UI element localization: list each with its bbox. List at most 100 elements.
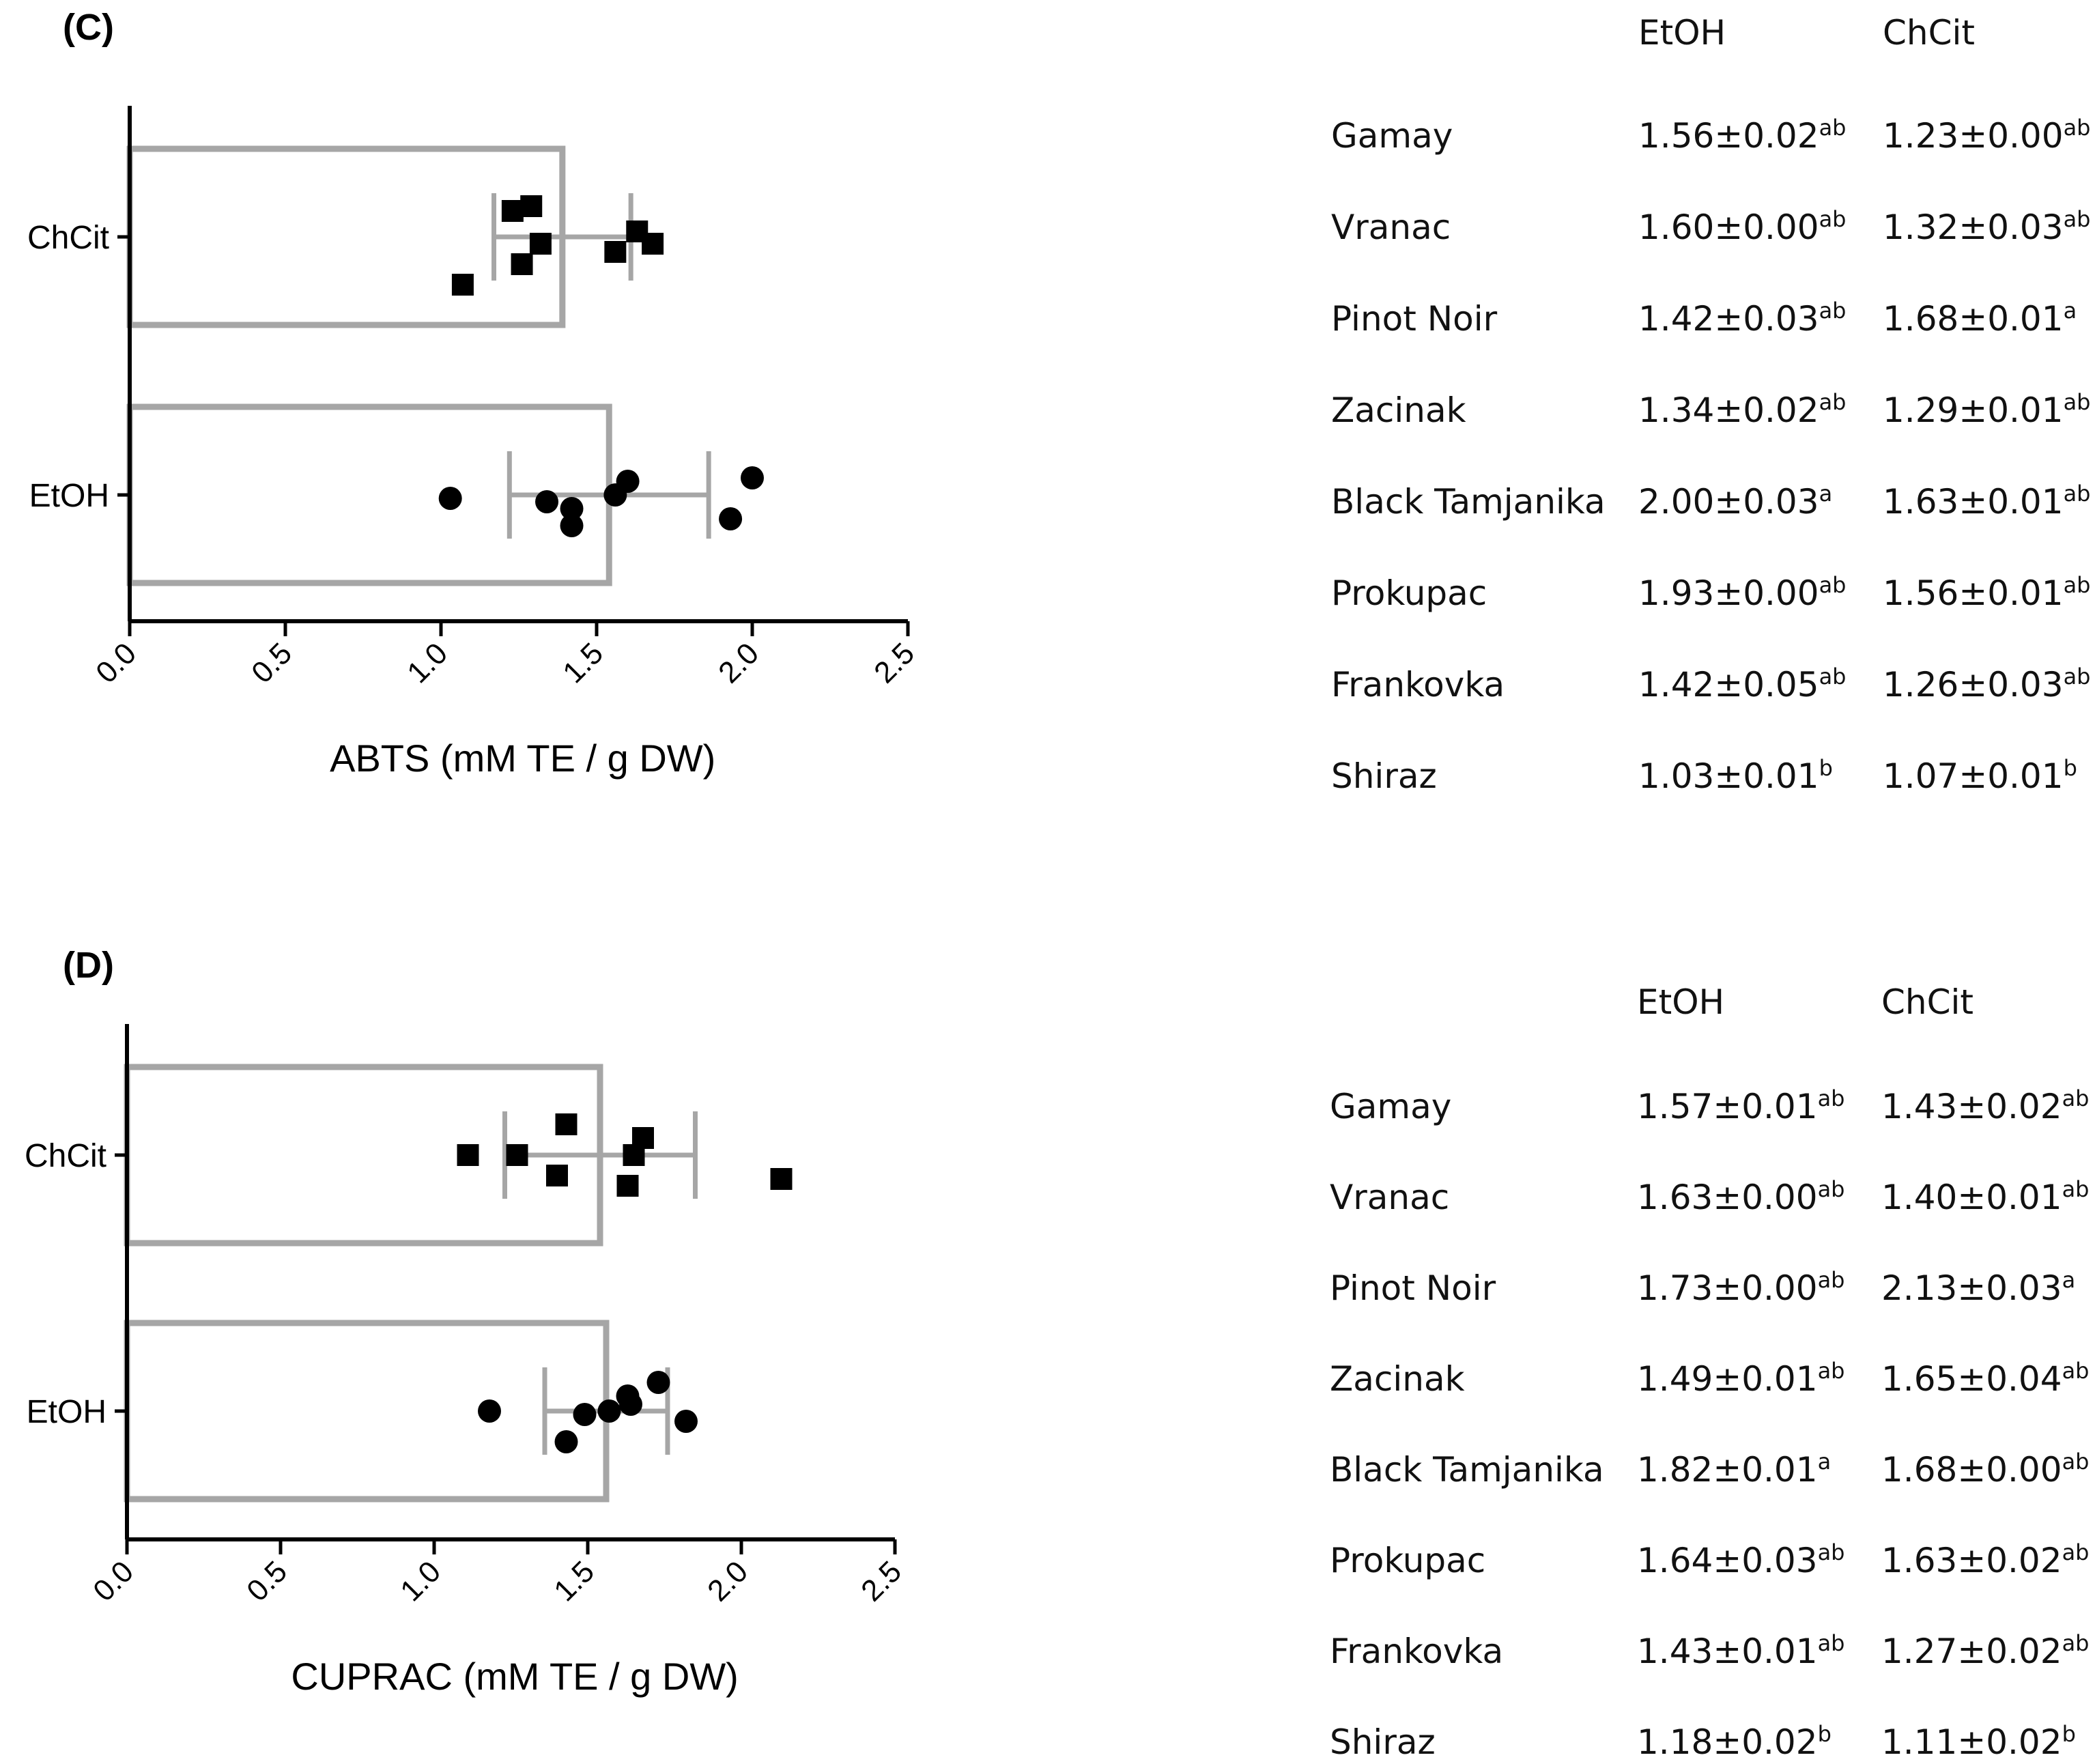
x-tick-label: 2.0	[712, 636, 765, 689]
data-point-square	[604, 241, 627, 263]
table-value-etoh: 1.03±0.01b	[1638, 755, 1833, 796]
data-point-circle	[535, 490, 559, 513]
table-value-etoh: 1.49±0.01ab	[1637, 1358, 1844, 1399]
superscript: a	[2064, 298, 2077, 324]
panel-label: (D)	[63, 945, 114, 986]
data-point-square	[511, 253, 533, 275]
data-point-square	[501, 200, 524, 222]
table-value-chcit: 2.13±0.03a	[1881, 1267, 2075, 1308]
table-cultivar: Zacinak	[1331, 390, 1466, 430]
data-point-square	[770, 1168, 793, 1190]
y-tick-label: ChCit	[27, 220, 109, 256]
value: 1.57±0.01	[1637, 1087, 1818, 1126]
data-point-square	[632, 1127, 654, 1149]
table-cultivar: Pinot Noir	[1330, 1268, 1496, 1308]
data-point-circle	[741, 466, 764, 489]
table-value-etoh: 1.18±0.02b	[1637, 1721, 1832, 1762]
table-header-etoh: EtOH	[1638, 13, 1726, 53]
value: 1.63±0.00	[1637, 1178, 1818, 1217]
x-tick-label: 0.5	[240, 1554, 294, 1608]
superscript: ab	[1819, 572, 1847, 598]
data-point-circle	[560, 497, 584, 520]
value: 1.18±0.02	[1637, 1722, 1818, 1762]
value: 2.00±0.03	[1638, 482, 1819, 522]
value: 1.56±0.02	[1638, 116, 1819, 156]
data-point-circle	[674, 1410, 698, 1433]
table-cultivar: Prokupac	[1331, 573, 1487, 613]
table-value-etoh: 1.43±0.01ab	[1637, 1630, 1844, 1671]
value: 1.32±0.03	[1883, 208, 2064, 247]
table-value-etoh: 1.42±0.05ab	[1638, 664, 1846, 705]
superscript: ab	[2064, 115, 2091, 141]
superscript: ab	[1818, 1085, 1845, 1111]
table-value-chcit: 1.26±0.03ab	[1883, 664, 2090, 705]
table-cultivar: Gamay	[1331, 116, 1453, 156]
superscript: ab	[1819, 298, 1847, 324]
table-cultivar: Prokupac	[1330, 1541, 1485, 1580]
superscript: ab	[1818, 1630, 1845, 1656]
superscript: a	[1819, 481, 1833, 507]
value: 1.68±0.00	[1881, 1450, 2062, 1490]
value: 1.42±0.03	[1638, 299, 1819, 339]
x-tick-label: 2.5	[868, 636, 921, 689]
table-cultivar: Frankovka	[1331, 665, 1505, 705]
data-point-square	[520, 195, 543, 217]
value: 1.82±0.01	[1637, 1450, 1818, 1490]
data-point-circle	[573, 1403, 597, 1426]
value: 1.49±0.01	[1637, 1359, 1818, 1399]
table-cultivar: Shiraz	[1330, 1722, 1436, 1762]
value: 1.29±0.01	[1883, 390, 2064, 430]
superscript: ab	[1818, 1358, 1845, 1384]
data-point-square	[451, 274, 474, 296]
superscript: a	[1818, 1449, 1832, 1475]
x-tick-label: 0.0	[89, 636, 143, 689]
y-tick-label: EtOH	[29, 478, 109, 514]
data-point-square	[626, 220, 649, 242]
data-point-circle	[478, 1399, 501, 1423]
value: 1.93±0.00	[1638, 573, 1819, 613]
value: 1.40±0.01	[1881, 1178, 2062, 1217]
table-value-etoh: 1.63±0.00ab	[1637, 1176, 1844, 1217]
panel-label: (C)	[63, 7, 114, 48]
value: 1.63±0.01	[1883, 482, 2064, 522]
table-cultivar: Frankovka	[1330, 1632, 1503, 1671]
bar-etoh	[124, 1320, 610, 1503]
superscript: ab	[2064, 572, 2091, 598]
value: 1.68±0.01	[1883, 299, 2064, 339]
superscript: b	[2062, 1721, 2076, 1747]
superscript: ab	[1818, 1267, 1845, 1293]
value: 1.07±0.01	[1883, 756, 2064, 796]
table-value-chcit: 1.27±0.02ab	[1881, 1630, 2089, 1671]
table-cultivar: Black Tamjanika	[1330, 1450, 1604, 1490]
chart-panel-d: (D) ChCit EtOH 0.0 0.5 1.0 1.5 2.0 2.5 CUPRAC (mM…	[25, 945, 2090, 1762]
value: 1.64±0.03	[1637, 1541, 1818, 1580]
table-value-chcit: 1.63±0.02ab	[1881, 1539, 2089, 1580]
y-tick-label: EtOH	[27, 1394, 106, 1430]
data-point-square	[457, 1144, 479, 1166]
table-value-chcit: 1.65±0.04ab	[1881, 1358, 2089, 1399]
value: 1.43±0.02	[1881, 1087, 2062, 1126]
superscript: ab	[2064, 206, 2091, 232]
table-value-etoh: 1.57±0.01ab	[1637, 1085, 1844, 1126]
value: 1.03±0.01	[1638, 756, 1819, 796]
x-tick-label: 0.0	[87, 1554, 140, 1608]
value: 1.63±0.02	[1881, 1541, 2062, 1580]
x-axis-label: ABTS (mM TE / g DW)	[330, 737, 715, 780]
table-value-etoh: 2.00±0.03a	[1638, 481, 1832, 522]
superscript: ab	[1819, 206, 1847, 232]
data-point-circle	[719, 507, 743, 530]
data-point-circle	[554, 1430, 578, 1453]
data-point-circle	[619, 1393, 642, 1416]
superscript: ab	[1819, 664, 1847, 689]
value: 1.27±0.02	[1881, 1632, 2062, 1671]
table-value-chcit: 1.29±0.01ab	[1883, 389, 2090, 430]
table-cultivar: Gamay	[1330, 1087, 1451, 1126]
value: 1.26±0.03	[1883, 665, 2064, 705]
superscript: ab	[2062, 1358, 2090, 1384]
table-cultivar: Vranac	[1330, 1178, 1449, 1217]
data-point-square	[506, 1144, 528, 1166]
table-value-etoh: 1.93±0.00ab	[1638, 572, 1846, 613]
